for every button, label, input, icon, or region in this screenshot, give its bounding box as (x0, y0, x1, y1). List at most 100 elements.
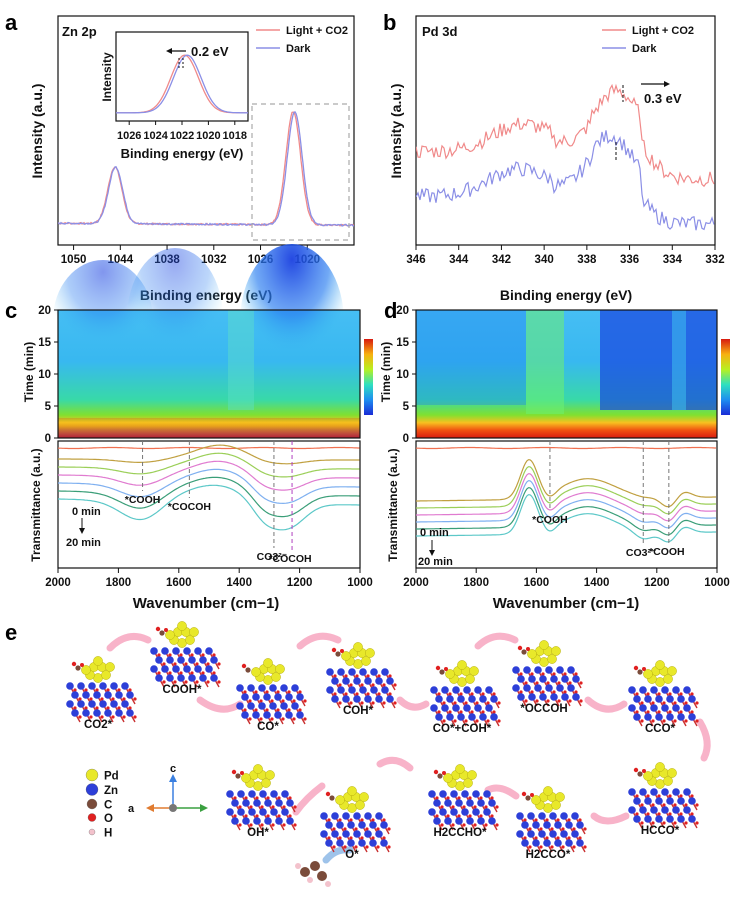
panel-a-ylabel: Intensity (a.u.) (29, 84, 45, 179)
o-atom (440, 805, 444, 809)
o-atom (360, 818, 364, 822)
zn-atom (655, 815, 663, 823)
panel-c-heatmap-band (228, 310, 254, 410)
zn-atom (381, 686, 389, 694)
o-atom (481, 692, 485, 696)
zn-atom (650, 788, 658, 796)
o-atom (545, 818, 549, 822)
o-atom (244, 814, 248, 818)
o-atom (287, 708, 291, 712)
zn-atom (479, 713, 487, 721)
o-atom (265, 708, 269, 712)
b-ticks-ticklabel-7: 332 (705, 254, 724, 266)
o-atom (106, 706, 110, 710)
zn-atom (320, 830, 328, 838)
zn-atom (320, 812, 328, 820)
o-atom (435, 665, 441, 671)
zn-atom (115, 691, 123, 699)
species-label-4: CO*+COH* (433, 723, 492, 735)
zn-atom (528, 693, 536, 701)
panel-d-heatmap-region-2 (600, 310, 717, 410)
zn-atom (326, 686, 334, 694)
o-atom (276, 690, 280, 694)
o-atom (578, 818, 582, 822)
o-atom (332, 827, 336, 831)
pd-atom (165, 630, 175, 640)
o-atom (327, 818, 331, 822)
panel-a-shift-arrowhead (166, 48, 172, 54)
zn-atom (549, 830, 557, 838)
inset-ticklabel-3: 1020 (196, 130, 220, 142)
h-atom (325, 881, 331, 887)
panel-a-inset-series (116, 54, 248, 114)
zn-atom (231, 799, 239, 807)
zn-atom (633, 815, 641, 823)
zn-atom (527, 830, 535, 838)
pd-atom (527, 649, 537, 659)
zn-atom (474, 704, 482, 712)
zn-atom (523, 666, 531, 674)
zn-atom (93, 691, 101, 699)
pd-atom (547, 654, 557, 664)
o-atom (233, 796, 237, 800)
zn-atom (199, 674, 207, 682)
zn-atom (560, 830, 568, 838)
pd-atom (355, 800, 365, 810)
o-atom (453, 719, 457, 723)
o-atom (303, 699, 307, 703)
zn-atom (466, 799, 474, 807)
panel-c-colorbar (364, 339, 373, 415)
o-atom (523, 836, 527, 840)
zn-atom (554, 821, 562, 829)
o-atom (473, 823, 477, 827)
zn-atom (358, 839, 366, 847)
panel-c-heatmap (53, 244, 360, 438)
zn-atom (661, 704, 669, 712)
o-atom (497, 719, 501, 723)
o-atom (388, 674, 392, 678)
o-atom (457, 796, 461, 800)
o-atom (550, 845, 554, 849)
zn-atom (450, 790, 458, 798)
zn-atom (281, 808, 289, 816)
o-atom (255, 814, 259, 818)
zn-atom (99, 700, 107, 708)
zn-atom (666, 695, 674, 703)
cluster-6 (628, 660, 699, 727)
zn-atom (210, 656, 218, 664)
zn-atom (490, 713, 498, 721)
zn-atom (82, 709, 90, 717)
zn-atom (71, 691, 79, 699)
o-atom (276, 708, 280, 712)
d-time-ticks-ticklabel-3: 15 (396, 337, 409, 349)
zn-atom (441, 686, 449, 694)
zn-atom (512, 666, 520, 674)
zn-atom (477, 817, 485, 825)
legend-pd-label: Pd (104, 771, 119, 783)
o-atom (84, 706, 88, 710)
zn-atom (463, 704, 471, 712)
o-atom (583, 827, 587, 831)
zn-atom (236, 702, 244, 710)
zn-atom (369, 821, 377, 829)
o-atom (433, 769, 439, 775)
panel-a-shift-label: 0.2 eV (191, 44, 229, 59)
o-atom (349, 701, 353, 705)
zn-atom (199, 656, 207, 664)
o-atom (495, 823, 499, 827)
zn-atom (571, 830, 579, 838)
o-atom (382, 836, 386, 840)
zn-atom (545, 684, 553, 692)
zn-atom (450, 808, 458, 816)
panel-a-letter: a (5, 10, 18, 35)
zn-atom (93, 709, 101, 717)
legend-c-swatch (86, 798, 98, 810)
zn-atom (264, 799, 272, 807)
o-atom (556, 836, 560, 840)
pd-atom (655, 660, 665, 670)
o-atom (327, 836, 331, 840)
panel-d-heatmap-band-1 (526, 310, 564, 414)
o-atom (662, 719, 666, 723)
o-atom (95, 688, 99, 692)
panel-d-spectrum-2 (416, 466, 716, 515)
